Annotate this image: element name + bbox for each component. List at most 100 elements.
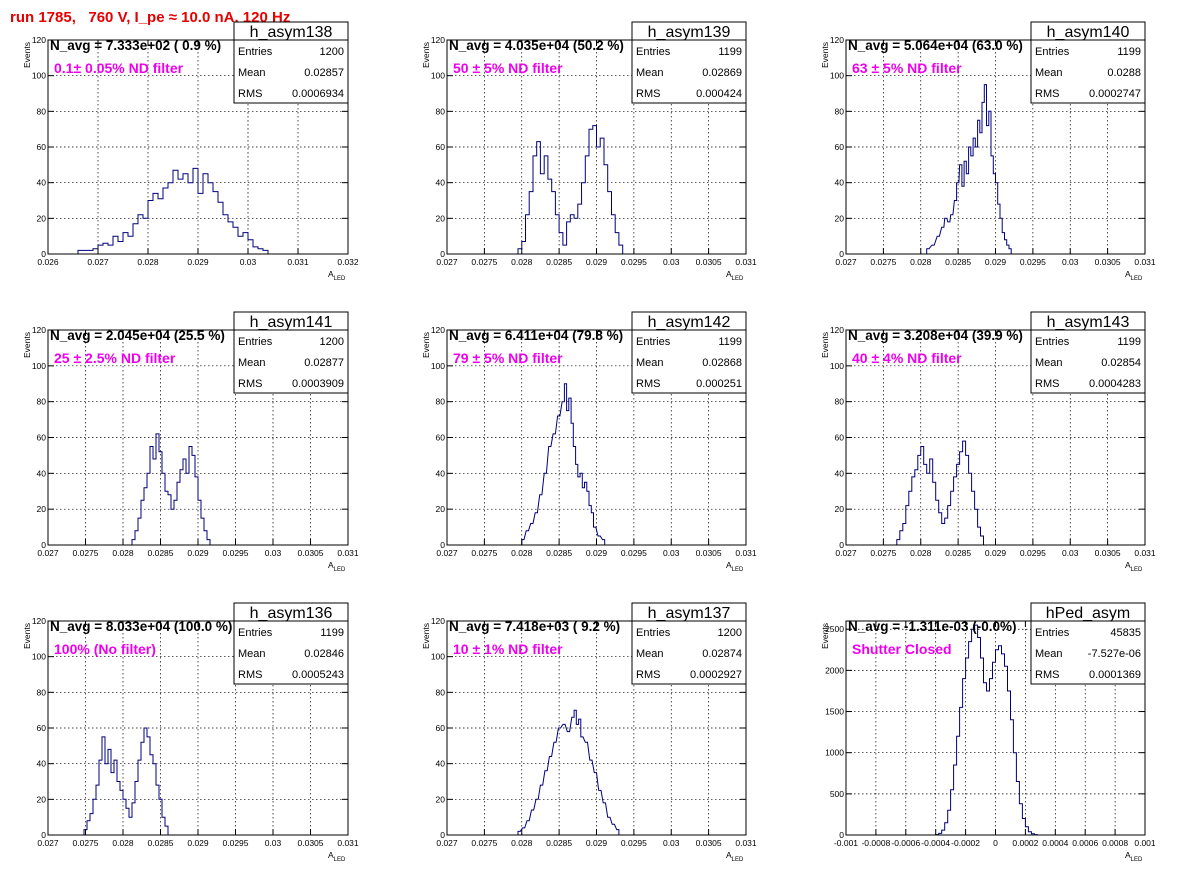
- x-tick-label: 0.0008: [1102, 838, 1128, 848]
- stat-mean-value: 0.02868: [702, 357, 742, 369]
- y-tick-label: 40: [37, 468, 47, 478]
- x-tick-label: 0.0002: [1012, 838, 1038, 848]
- y-axis-label: Events: [820, 623, 830, 649]
- y-tick-label: 20: [835, 213, 845, 223]
- y-tick-label: 100: [431, 71, 445, 81]
- x-axis-label: ALED: [726, 269, 744, 282]
- y-tick-label: 80: [37, 106, 47, 116]
- x-tick-label: 0.0285: [546, 838, 572, 848]
- histogram-h_asym138: [77, 167, 269, 254]
- stat-box-title: h_asym143: [1047, 314, 1130, 331]
- navg-label: N_avg = 2.045e+04 (25.5 %): [50, 328, 225, 343]
- y-tick-label: 40: [37, 178, 47, 188]
- x-tick-label: 0.031: [337, 838, 359, 848]
- x-tick-label: 0.0275: [471, 838, 497, 848]
- x-axis-label-subscript: LED: [732, 857, 744, 863]
- y-tick-label: 0: [41, 540, 46, 550]
- histogram-panel-h_asym143: 0.027 0.0275 0.028 0.0285 0.029 0.0295 0.03 0.0…: [820, 311, 1156, 573]
- stat-entries-value: 1200: [320, 46, 344, 58]
- navg-label: N_avg = 7.418e+03 ( 9.2 %): [449, 619, 620, 634]
- x-tick-label: 0.001: [1134, 838, 1156, 848]
- stat-rms-label: RMS: [238, 378, 262, 390]
- x-axis-label: ALED: [726, 850, 744, 863]
- y-tick-label: 120: [32, 325, 46, 335]
- y-tick-label: 60: [37, 433, 47, 443]
- y-tick-label: 500: [830, 789, 844, 799]
- stat-entries-label: Entries: [1035, 46, 1070, 58]
- stat-mean-label: Mean: [636, 648, 664, 660]
- stat-mean-label: Mean: [238, 648, 266, 660]
- x-tick-label: 0.026: [37, 257, 59, 267]
- y-axis-label: Events: [820, 332, 830, 358]
- x-tick-label: 0.032: [337, 257, 359, 267]
- y-axis-label: Events: [421, 623, 431, 649]
- histogram-panel-h_asym138: 0.026 0.027 0.028 0.029 0.03 0.031 0.032 0 20 40 6…: [22, 21, 359, 282]
- x-tick-label: 0.0295: [621, 548, 647, 558]
- x-tick-label: 0.0285: [546, 257, 572, 267]
- y-tick-label: 0: [440, 540, 445, 550]
- y-tick-label: 60: [436, 723, 446, 733]
- y-tick-label: 80: [37, 397, 47, 407]
- x-tick-label: 0.0285: [945, 257, 971, 267]
- x-tick-label: 0.0285: [546, 548, 572, 558]
- navg-label: N_avg = 7.333e+02 ( 0.9 %): [50, 38, 221, 53]
- stat-mean-value: -7.527e-06: [1088, 648, 1141, 660]
- x-tick-label: 0.0275: [870, 257, 896, 267]
- stat-rms-value: 0.0005243: [292, 669, 344, 681]
- y-tick-label: 100: [830, 361, 844, 371]
- y-tick-label: 80: [835, 106, 845, 116]
- x-axis-label: ALED: [328, 560, 346, 573]
- x-axis-label-subscript: LED: [334, 567, 346, 573]
- x-tick-label: 0.0275: [870, 548, 896, 558]
- x-tick-label: 0.028: [511, 548, 533, 558]
- y-tick-label: 80: [436, 106, 446, 116]
- stat-entries-label: Entries: [238, 46, 273, 58]
- stat-entries-label: Entries: [636, 46, 671, 58]
- x-tick-label: 0.0006: [1072, 838, 1098, 848]
- x-tick-label: 0.03: [663, 838, 680, 848]
- y-tick-label: 120: [431, 35, 445, 45]
- stat-box-title: h_asym138: [250, 24, 333, 41]
- navg-label: N_avg = 4.035e+04 (50.2 %): [449, 38, 624, 53]
- stat-entries-value: 1199: [1117, 336, 1141, 348]
- stat-rms-label: RMS: [1035, 378, 1059, 390]
- x-tick-label: 0: [993, 838, 998, 848]
- x-tick-label: 0.0004: [1042, 838, 1068, 848]
- x-tick-label: 0.0275: [73, 548, 99, 558]
- x-tick-label: 0.028: [112, 548, 134, 558]
- y-tick-label: 1000: [825, 748, 844, 758]
- x-tick-label: 0.031: [337, 548, 359, 558]
- stat-mean-label: Mean: [238, 357, 266, 369]
- y-tick-label: 1500: [825, 707, 844, 717]
- stat-mean-value: 0.02854: [1101, 357, 1141, 369]
- filter-label: 25 ± 2.5% ND filter: [54, 350, 176, 366]
- x-axis-label-subscript: LED: [334, 276, 346, 282]
- histogram-h_asym136: [83, 727, 169, 835]
- y-tick-label: 120: [830, 35, 844, 45]
- histogram-panel-h_asym140: 0.027 0.0275 0.028 0.0285 0.029 0.0295 0.03 0.0…: [820, 21, 1156, 282]
- y-tick-label: 40: [835, 178, 845, 188]
- stat-rms-label: RMS: [636, 378, 660, 390]
- x-tick-label: 0.0295: [1020, 548, 1046, 558]
- stat-box-title: h_asym141: [250, 314, 333, 331]
- x-tick-label: 0.028: [511, 838, 533, 848]
- x-tick-label: 0.03: [240, 257, 257, 267]
- stat-mean-label: Mean: [1035, 357, 1063, 369]
- stat-rms-value: 0.0002927: [690, 669, 742, 681]
- stat-rms-value: 0.0003909: [292, 378, 344, 390]
- y-tick-label: 80: [436, 687, 446, 697]
- stat-box-title: h_asym137: [648, 605, 731, 622]
- filter-label: 40 ± 4% ND filter: [852, 350, 962, 366]
- x-tick-label: 0.0305: [696, 838, 722, 848]
- histogram-h_asym143: [896, 440, 984, 545]
- stat-entries-value: 1199: [1117, 46, 1141, 58]
- stat-box: [631, 21, 747, 104]
- y-tick-label: 100: [431, 361, 445, 371]
- y-tick-label: 2500: [825, 624, 844, 634]
- stat-rms-value: 0.0001369: [1089, 669, 1141, 681]
- x-tick-label: 0.029: [187, 838, 209, 848]
- y-tick-label: 120: [431, 325, 445, 335]
- stat-rms-value: 0.000251: [696, 378, 742, 390]
- filter-label: 100% (No filter): [54, 641, 156, 657]
- stat-mean-label: Mean: [636, 67, 664, 79]
